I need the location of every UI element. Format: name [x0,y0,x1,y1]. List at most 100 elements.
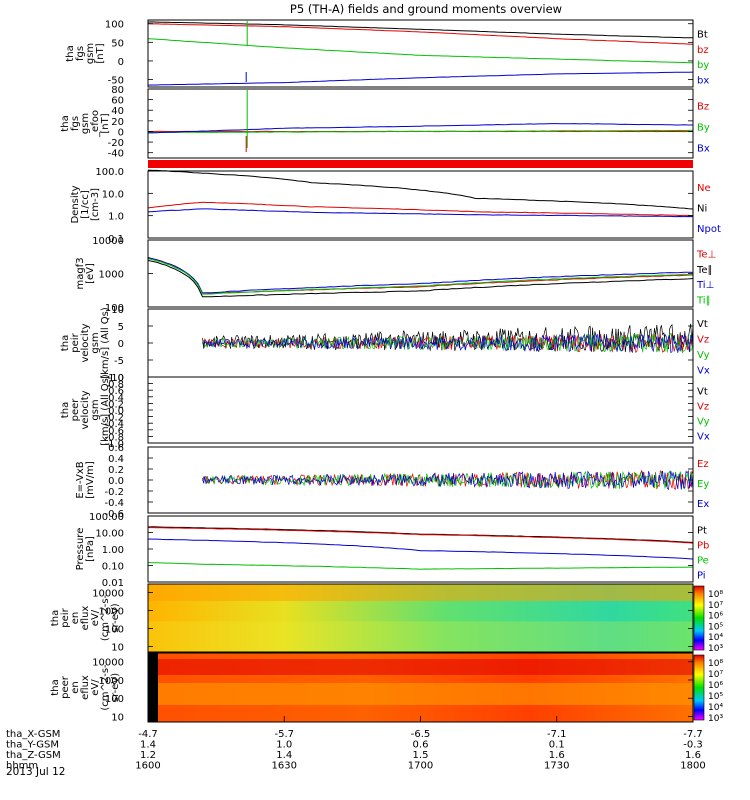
legend-label: By [697,123,710,134]
y-tick-label: -20 [108,138,124,149]
y-tick-label: 50 [111,38,124,49]
series-ne-line [147,201,694,217]
y-tick-label: -0.6 [104,426,124,437]
y-tick-label: 1.0 [108,373,124,384]
series-bx-line [147,71,694,86]
colorbar-tick-label: 10⁴ [708,633,723,643]
heatmap-band-top [148,584,693,601]
y-tick-label: 10000 [92,589,124,600]
y-axis-label-line: Pressure [75,528,86,571]
series-te∥-line [147,260,694,298]
y-tick-label: 100 [105,303,124,314]
y-axis-label: Density[1/cc][cm-3] [70,185,101,223]
y-tick-label: 10000 [92,236,124,247]
y-axis-label: E=-VxB[mV/m] [75,461,96,499]
colorbar [693,585,705,651]
series-ey-line [202,470,694,490]
y-axis-label: thapeerenefluxeV/(cm^2-s-sr-eV) [50,664,121,711]
legend-label: Te⊥ [696,250,716,261]
y-tick-label: 0.4 [108,454,124,465]
y-tick-label: 1.0 [108,212,124,223]
y-axis-label-line: [km/s] (All Qs) [100,374,111,446]
panel-frame [147,515,694,583]
y-axis-label: magf3[eV] [75,257,96,289]
y-tick-label: 0.0 [108,406,124,417]
y-axis-label-line: E=-VxB [75,461,86,498]
legend-label: Pi [697,571,706,582]
series-bz-line [147,23,694,45]
y-axis-label-line: [eV] [85,263,96,284]
panel-5: VtVzVyVx1050-5-10thapeirvelocitygsm[km/s… [60,305,710,384]
x-row-value: 1.2 [140,750,156,761]
y-tick-label: 0 [118,127,124,138]
y-tick-label: 10000 [92,658,124,669]
y-tick-label: 10.00 [95,529,124,540]
y-axis-label-line: gsm [90,399,101,420]
legend-label: Ne [697,183,711,194]
x-row-value: 1.6 [685,750,701,761]
y-axis-label-line: sr-eV) [110,603,121,632]
legend-label: Ni [697,204,707,215]
x-row-value: -6.5 [411,729,431,740]
y-tick-label: -0.2 [104,413,124,424]
y-axis-label-line: eflux [80,675,91,700]
y-axis-label-line: gsm [80,113,91,134]
y-tick-label: 100.00 [89,512,124,523]
x-row-value: 1730 [544,761,569,772]
y-tick-label: 80 [111,85,124,96]
y-tick-label: 0 [118,57,124,68]
legend-label: Pb [697,541,709,552]
panel-1: Bt bz by bx 100 50 0 -50 thafgsgsm[nT] [65,19,709,88]
series-by-line [147,38,694,64]
panel-3: Ne Ni Npot 100.0 10.0 1.0 0.1 Density[1/cc][cm-… [70,167,721,245]
y-axis-label-line: [mV/m] [85,461,96,499]
x-row-value: -7.7 [683,729,703,740]
series-ti⊥-line [147,257,694,294]
x-row-value: 1.6 [549,750,565,761]
y-tick-label: 0 [118,339,124,350]
series-npot-line [147,208,694,218]
y-axis-label-line: [cm-3] [90,188,101,221]
y-tick-label: 100 [105,694,124,705]
series-vx-line [202,333,694,354]
y-axis-label: thafgsgsm[nT] [65,43,106,64]
y-tick-label: -0.8 [104,432,124,443]
y-axis-label-line: [nT] [100,113,111,133]
legend-label: Ez [697,459,709,470]
y-tick-label: 0.8 [108,380,124,391]
y-tick-label: -5 [114,356,124,367]
y-tick-label: -40 [108,149,124,160]
y-axis-label: thapeirvelocitygsm[km/s] (All Qs) [60,307,111,379]
x-row-label: tha_Z-GSM [6,750,61,761]
y-tick-label: -0.6 [104,509,124,520]
y-axis-label-line: gsm [85,43,96,64]
heatmap-band-low [148,621,693,652]
legend-label: Te∥ [696,265,713,276]
heatmap-band-mid [148,683,693,705]
series-ex-line [202,469,694,491]
panel-9: 10⁸10⁷10⁶10⁵10⁴10³10000100010010thapeire… [50,583,723,654]
y-axis-label-line: tha [65,45,76,61]
panel-frame [147,19,694,88]
panel-frame [147,376,694,444]
y-tick-label: 0.1 [108,234,124,245]
y-axis-label-line: velocity [80,323,91,362]
legend-label: Ex [697,499,709,510]
legend-label: Vt [697,319,708,330]
y-tick-label: 1000 [99,607,124,618]
x-row-value: 0.6 [413,740,429,751]
legend-label: Pe [697,556,709,567]
x-row-value: 1.4 [140,740,156,751]
colorbar-tick-label: 10⁵ [708,692,723,702]
y-tick-label: 60 [111,96,124,107]
legend-label: Ey [697,479,709,490]
legend-label: Vz [697,402,709,413]
legend-label: by [697,60,709,71]
panels-group: Btbzbybx100500-50thafgsgsm[nT]BzByBx8060… [50,19,723,724]
series-ni-line [147,169,694,210]
colorbar-tick-label: 10³ [708,644,723,654]
y-axis-label-line: [km/s] (All Qs) [100,307,111,379]
y-tick-label: 0.4 [108,393,124,404]
x-row-value: -5.7 [274,729,294,740]
